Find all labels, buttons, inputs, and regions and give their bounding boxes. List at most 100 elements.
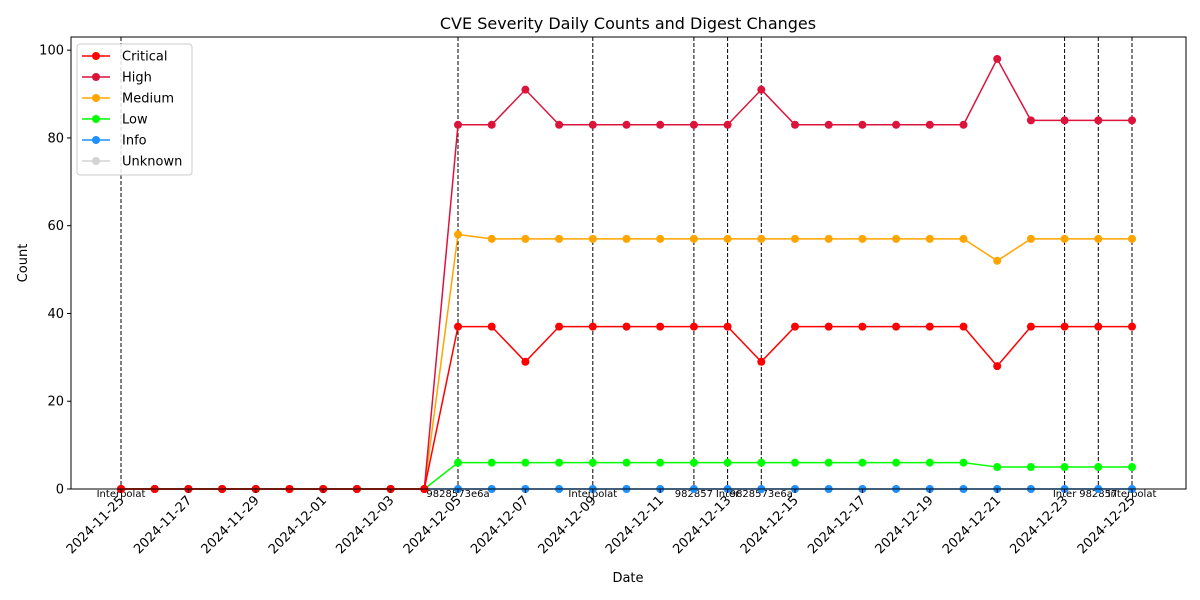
point-critical xyxy=(959,322,968,331)
digest-change-label: Inter xyxy=(716,489,740,500)
point-high xyxy=(1094,116,1103,125)
y-tick-label: 60 xyxy=(47,219,64,234)
point-critical xyxy=(824,322,833,331)
point-medium xyxy=(1026,234,1035,243)
point-low xyxy=(791,458,799,467)
plot-frame xyxy=(70,36,1187,490)
digest-change-label: 982857 xyxy=(1079,489,1117,500)
point-low xyxy=(892,458,901,467)
point-critical xyxy=(993,362,1002,371)
digest-change-label: Inter xyxy=(1053,489,1077,500)
point-low xyxy=(1128,463,1136,472)
point-high xyxy=(1060,116,1069,125)
point-high xyxy=(521,85,530,94)
point-medium xyxy=(791,234,799,243)
legend-marker-medium xyxy=(92,94,100,102)
point-medium xyxy=(622,234,631,243)
point-high xyxy=(454,120,462,129)
point-high xyxy=(858,120,867,129)
point-high xyxy=(555,120,564,129)
point-high xyxy=(689,120,698,129)
point-medium xyxy=(689,234,698,243)
legend-label-medium: Medium xyxy=(122,92,174,107)
legend-marker-high xyxy=(92,73,100,81)
point-high xyxy=(757,85,766,94)
digest-change-layer: Interpolat 9828573e6a Interpolat 982857 Inte… xyxy=(97,37,1157,500)
point-high xyxy=(824,120,833,129)
point-low xyxy=(1094,463,1103,472)
point-critical xyxy=(858,322,867,331)
point-medium xyxy=(959,234,968,243)
point-low xyxy=(454,458,462,467)
legend-label-info: Info xyxy=(122,134,147,149)
point-medium xyxy=(723,234,732,243)
digest-change-label: 9828573e6a xyxy=(730,489,793,500)
point-low xyxy=(622,458,631,467)
y-tick-label: 20 xyxy=(47,395,64,410)
point-low xyxy=(824,458,833,467)
legend-label-unknown: Unknown xyxy=(122,155,182,170)
digest-change-label: Interpolat xyxy=(568,489,617,500)
point-low xyxy=(723,458,732,467)
digest-change-label: 982857 xyxy=(675,489,713,500)
digest-change-label: Interpolat xyxy=(97,489,146,500)
point-low xyxy=(656,458,665,467)
point-medium xyxy=(925,234,934,243)
point-medium xyxy=(1128,234,1136,243)
point-critical xyxy=(1094,322,1103,331)
point-high xyxy=(622,120,631,129)
legend-label-high: High xyxy=(122,71,152,86)
legend-marker-unknown xyxy=(92,157,100,165)
point-low xyxy=(588,458,597,467)
point-low xyxy=(521,458,530,467)
point-critical xyxy=(1128,322,1136,331)
digest-change-label: 9828573e6a xyxy=(426,489,489,500)
point-medium xyxy=(487,234,496,243)
point-low xyxy=(555,458,564,467)
y-tick-label: 40 xyxy=(47,307,64,322)
point-medium xyxy=(521,234,530,243)
point-medium xyxy=(858,234,867,243)
point-medium xyxy=(824,234,833,243)
point-high xyxy=(1128,116,1136,125)
point-low xyxy=(757,458,766,467)
point-low xyxy=(689,458,698,467)
point-critical xyxy=(892,322,901,331)
digest-change-label: Interpolat xyxy=(1108,489,1157,500)
point-high xyxy=(1026,116,1035,125)
point-medium xyxy=(454,230,462,239)
point-critical xyxy=(723,322,732,331)
point-low xyxy=(858,458,867,467)
point-critical xyxy=(689,322,698,331)
y-tick-label: 0 xyxy=(56,483,64,498)
point-critical xyxy=(1026,322,1035,331)
point-low xyxy=(1026,463,1035,472)
point-critical xyxy=(487,322,496,331)
point-medium xyxy=(656,234,665,243)
point-critical xyxy=(757,357,766,366)
legend-label-low: Low xyxy=(122,113,148,128)
point-medium xyxy=(757,234,766,243)
point-medium xyxy=(1094,234,1103,243)
point-medium xyxy=(588,234,597,243)
point-low xyxy=(993,463,1002,472)
point-low xyxy=(959,458,968,467)
point-high xyxy=(487,120,496,129)
y-axis-label: Count xyxy=(16,244,31,283)
point-high xyxy=(588,120,597,129)
point-medium xyxy=(892,234,901,243)
point-high xyxy=(656,120,665,129)
legend-marker-info xyxy=(92,136,100,144)
y-tick-label: 100 xyxy=(39,44,64,59)
legend-marker-low xyxy=(92,115,100,123)
point-medium xyxy=(1060,234,1069,243)
point-critical xyxy=(622,322,631,331)
point-high xyxy=(892,120,901,129)
point-high xyxy=(925,120,934,129)
point-medium xyxy=(993,256,1002,265)
point-low xyxy=(487,458,496,467)
x-axis-label: Date xyxy=(612,571,643,586)
point-critical xyxy=(555,322,564,331)
